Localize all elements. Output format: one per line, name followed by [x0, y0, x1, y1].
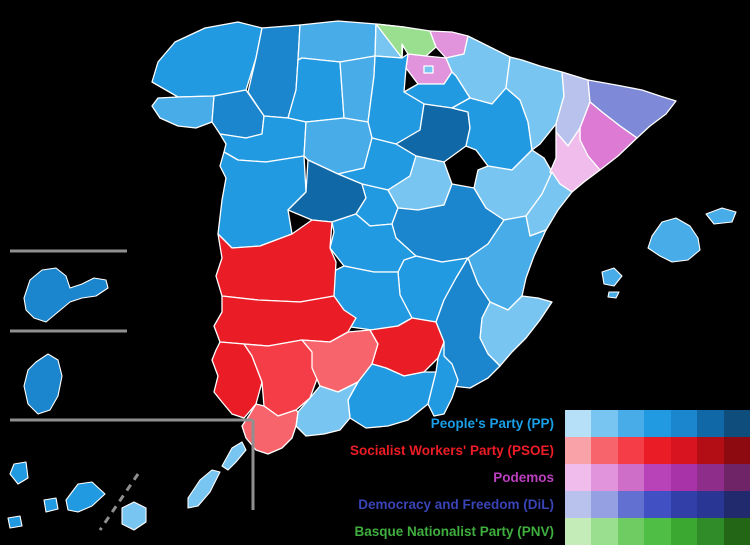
legend-swatch-dil-3: [617, 491, 645, 518]
legend-label-pnv: Basque Nationalist Party (PNV): [354, 524, 554, 539]
legend-row-pp: People's Party (PP): [0, 410, 750, 437]
legend-swatch-psoe-3: [617, 437, 645, 464]
legend-swatches-podemos: [565, 464, 750, 491]
province-tarragona: [549, 127, 601, 193]
legend-label-psoe: Socialist Workers' Party (PSOE): [349, 443, 554, 458]
province-tenerife: [65, 481, 106, 513]
legend-swatch-dil-4: [644, 491, 671, 518]
province-cadiz: [241, 403, 299, 455]
province-ibiza: [601, 267, 623, 287]
legend-swatch-psoe-6: [697, 437, 724, 464]
province-a-coruna: [151, 21, 263, 98]
legend-swatch-pnv-4: [644, 518, 671, 545]
legend-swatch-dil-1: [565, 491, 592, 518]
province-gran-canaria: [121, 501, 147, 531]
legend-row-podemos: Podemos: [0, 464, 750, 491]
province-jaen: [369, 317, 445, 377]
province-sevilla: [243, 339, 319, 417]
legend-swatch-pnv-7: [723, 518, 750, 545]
legend-swatch-psoe-5: [670, 437, 698, 464]
inset-lines-layer: [10, 249, 255, 531]
province-trevino: [423, 65, 434, 74]
legend-swatch-psoe-7: [723, 437, 750, 464]
province-alicante: [479, 295, 553, 367]
legend-label-pp: People's Party (PP): [430, 416, 554, 431]
legend-label-dil: Democracy and Freedom (DiL): [358, 497, 554, 512]
legend-swatch-psoe-2: [591, 437, 618, 464]
legend-swatch-pnv-5: [670, 518, 698, 545]
legend-swatch-dil-2: [591, 491, 618, 518]
legend-swatch-pp-7: [723, 410, 750, 437]
province-el-hierro: [7, 515, 23, 529]
legend-swatch-dil-5: [670, 491, 698, 518]
province-asturias: [297, 20, 377, 63]
legend-row-psoe: Socialist Workers' Party (PSOE): [0, 437, 750, 464]
legend-swatches-dil: [565, 491, 750, 518]
legend-swatches-psoe: [565, 437, 750, 464]
province-badajoz: [213, 295, 357, 347]
province-pontevedra: [151, 95, 215, 129]
province-formentera: [607, 291, 620, 299]
canary-province-divider-line: [98, 473, 140, 531]
legend-swatch-dil-7: [723, 491, 750, 518]
legend-swatch-podemos-1: [565, 464, 592, 491]
legend-swatch-pnv-3: [617, 518, 645, 545]
province-murcia: [435, 257, 501, 389]
provinces-layer: [151, 20, 677, 455]
province-caceres: [215, 219, 337, 303]
province-mallorca: [647, 217, 701, 263]
legend-row-dil: Democracy and Freedom (DiL): [0, 491, 750, 518]
legend-swatch-pnv-6: [697, 518, 724, 545]
province-lanzarote: [221, 441, 247, 471]
legend-label-podemos: Podemos: [493, 470, 554, 485]
legend-swatch-podemos-2: [591, 464, 618, 491]
legend-swatches-pp: [565, 410, 750, 437]
legend-swatch-pnv-1: [565, 518, 592, 545]
legend-row-pnv: Basque Nationalist Party (PNV): [0, 518, 750, 545]
province-almeria: [427, 341, 459, 417]
legend-swatch-pp-2: [591, 410, 618, 437]
legend-swatch-pp-1: [565, 410, 592, 437]
legend-swatch-pp-5: [670, 410, 698, 437]
legend-swatch-pnv-2: [591, 518, 618, 545]
legend-swatch-psoe-1: [565, 437, 592, 464]
province-menorca: [705, 207, 737, 225]
legend-swatches-pnv: [565, 518, 750, 545]
islands-layer: [7, 207, 737, 531]
legend-swatch-podemos-3: [617, 464, 645, 491]
legend-swatch-pp-3: [617, 410, 645, 437]
province-inset-island-west: [23, 267, 109, 323]
province-fuerteventura: [187, 469, 221, 509]
legend-swatch-psoe-4: [644, 437, 671, 464]
legend-swatch-podemos-7: [723, 464, 750, 491]
legend-swatch-podemos-6: [697, 464, 724, 491]
legend-swatch-dil-6: [697, 491, 724, 518]
legend-swatch-podemos-5: [670, 464, 698, 491]
legend-swatch-podemos-4: [644, 464, 671, 491]
legend-swatch-pp-6: [697, 410, 724, 437]
province-la-gomera: [43, 497, 59, 513]
province-la-palma: [9, 461, 29, 485]
province-malaga: [295, 381, 359, 437]
legend-swatch-pp-4: [644, 410, 671, 437]
province-inset-island-south: [23, 353, 63, 415]
